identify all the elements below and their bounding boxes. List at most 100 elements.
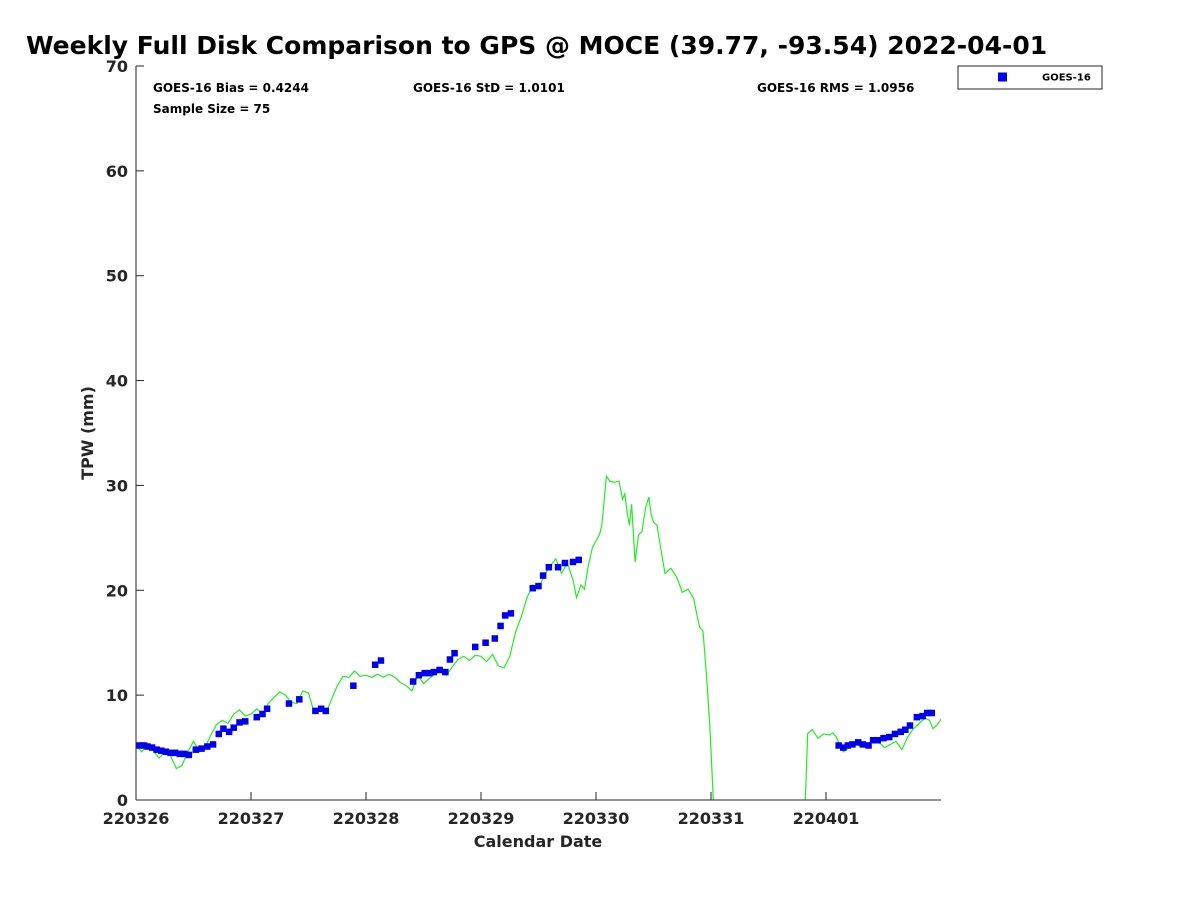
x-ticks: 220326 220327 220328 220329 220330 220331 2204… — [103, 792, 860, 828]
goes16-point — [446, 656, 454, 663]
goes16-point — [529, 584, 536, 592]
legend-marker-goes16 — [998, 72, 1007, 82]
stat-bias: GOES-16 Bias = 0.4244 — [153, 81, 309, 95]
goes16-point — [209, 741, 217, 748]
goes16-point — [897, 728, 904, 736]
goes16-point — [322, 707, 329, 715]
goes16-point — [865, 742, 872, 749]
goes16-point — [263, 705, 271, 713]
y-tick-label: 10 — [106, 686, 128, 705]
goes16-point — [482, 639, 489, 646]
x-axis-label: Calendar Date — [474, 832, 603, 851]
goes16-point — [371, 661, 379, 668]
goes16-point — [430, 668, 438, 676]
goes16-point — [501, 612, 509, 619]
goes16-point — [451, 649, 458, 657]
x-tick-label: 220328 — [333, 809, 400, 828]
goes16-point — [849, 741, 856, 748]
goes16-point — [350, 682, 357, 689]
y-tick-label: 30 — [106, 476, 128, 495]
goes16-point — [880, 734, 887, 742]
goes16-point — [497, 622, 504, 630]
goes16-point — [919, 712, 926, 720]
goes16-point — [840, 744, 847, 751]
gps-line-group — [136, 474, 941, 800]
goes16-point — [844, 742, 852, 749]
goes16-point — [259, 710, 266, 718]
goes16-point — [377, 657, 385, 664]
goes16-point — [854, 739, 862, 746]
goes16-point — [136, 742, 143, 749]
legend: GOES-16 — [957, 65, 1103, 90]
goes16-point — [569, 558, 577, 566]
goes16-point — [176, 750, 183, 758]
x-tick-label: 220330 — [563, 809, 630, 828]
y-ticks: 0 10 20 30 40 50 60 70 — [106, 57, 144, 810]
goes16-point — [859, 741, 867, 748]
goes-points-group — [136, 556, 936, 759]
goes16-point — [285, 700, 293, 707]
goes16-point — [928, 709, 936, 717]
y-tick-label: 40 — [106, 372, 128, 391]
goes16-point — [421, 669, 428, 677]
goes16-point — [140, 742, 148, 749]
plot-area — [135, 66, 941, 801]
goes16-point — [220, 725, 227, 732]
goes16-point — [236, 719, 243, 726]
goes16-point — [436, 666, 443, 674]
goes16-point — [167, 749, 174, 757]
goes16-point — [253, 713, 260, 721]
goes16-point — [902, 726, 909, 733]
goes16-point — [913, 713, 921, 721]
goes16-point — [545, 563, 553, 571]
goes16-point — [317, 705, 325, 713]
y-tick-label: 60 — [106, 162, 128, 181]
goes16-point — [886, 733, 893, 741]
x-tick-label: 220331 — [678, 809, 745, 828]
goes16-point — [869, 736, 877, 744]
legend-box — [957, 65, 1103, 90]
y-tick-label: 20 — [106, 581, 128, 600]
goes16-point — [472, 643, 479, 651]
gps-line-segment — [136, 474, 714, 800]
goes16-point — [162, 748, 170, 756]
goes16-point — [242, 718, 249, 725]
x-tick-label: 220401 — [793, 809, 860, 828]
goes16-point — [185, 751, 193, 759]
goes16-point — [192, 746, 200, 753]
goes16-point — [561, 559, 569, 567]
goes16-point — [148, 744, 156, 751]
goes16-point — [312, 707, 319, 715]
goes16-point — [923, 709, 931, 717]
goes16-point — [426, 669, 433, 677]
chart-title: Weekly Full Disk Comparison to GPS @ MOC… — [26, 31, 1047, 60]
x-tick-label: 220326 — [103, 809, 170, 828]
stat-rms: GOES-16 RMS = 1.0956 — [757, 81, 914, 95]
goes16-point — [539, 572, 547, 579]
y-tick-label: 0 — [117, 791, 128, 810]
legend-label-goes16: GOES-16 — [1042, 73, 1091, 84]
goes16-point — [171, 749, 179, 757]
goes16-point — [415, 671, 423, 679]
goes16-point — [215, 730, 223, 738]
y-axis-label: TPW (mm) — [78, 386, 97, 480]
goes16-point — [153, 746, 160, 753]
goes16-point — [554, 563, 562, 571]
goes16-point — [535, 582, 542, 590]
x-tick-label: 220329 — [448, 809, 515, 828]
goes16-point — [891, 730, 899, 738]
goes16-point — [507, 610, 515, 617]
goes16-point — [874, 736, 881, 744]
goes16-point — [409, 678, 417, 685]
goes16-point — [204, 743, 211, 750]
goes16-point — [296, 696, 303, 703]
goes16-point — [144, 743, 151, 750]
goes16-point — [225, 728, 233, 736]
goes16-point — [575, 556, 582, 564]
x-tick-label: 220327 — [218, 809, 285, 828]
goes16-point — [442, 668, 449, 676]
goes16-point — [158, 747, 165, 754]
y-tick-label: 70 — [106, 57, 128, 76]
goes16-point — [198, 745, 205, 752]
